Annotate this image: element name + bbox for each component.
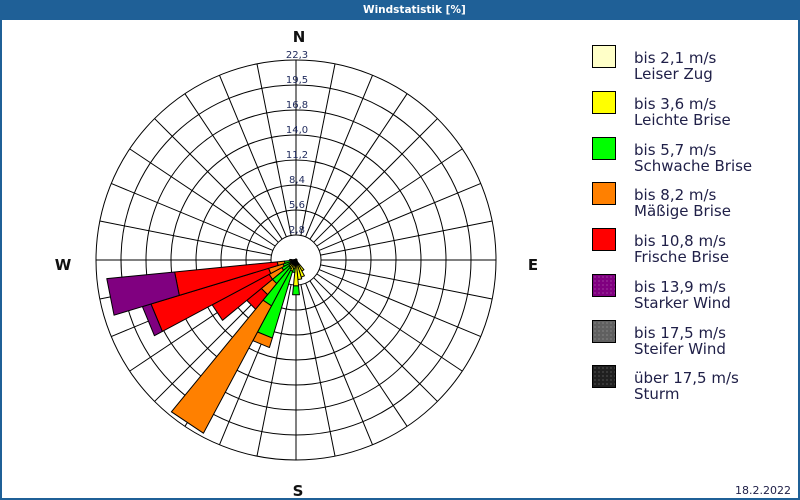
chart-title: Windstatistik [%]	[363, 4, 466, 16]
legend-swatch	[592, 90, 616, 114]
compass-labels: N E S W	[55, 28, 538, 500]
legend-range: bis 2,1 m/s	[634, 49, 717, 67]
polar-grid	[95, 59, 497, 461]
grid-spoke	[218, 75, 287, 238]
grid-spoke	[305, 282, 374, 445]
petal	[106, 259, 297, 316]
legend-range: bis 17,5 m/s	[634, 323, 726, 342]
legend-item-leiser-zug: bis 2,1 m/s Leiser Zug	[592, 45, 782, 91]
legend-swatch	[592, 45, 616, 68]
legend-label: Steifer Wind	[634, 339, 726, 358]
grid-spoke	[154, 118, 279, 243]
compass-south: S	[293, 482, 304, 500]
legend-swatch	[592, 319, 616, 343]
legend-label: Leiser Zug	[634, 65, 713, 83]
petal	[170, 259, 297, 434]
grid-spoke	[320, 220, 493, 256]
grid-spoke	[309, 280, 408, 427]
legend: bis 2,1 m/s Leiser Zug bis 3,6 m/s Leich…	[592, 45, 782, 411]
grid-spoke	[318, 182, 481, 251]
legend-range: bis 3,6 m/s	[634, 94, 717, 113]
legend-item-sturm: über 17,5 m/s Sturm	[592, 365, 782, 411]
grid-spoke	[300, 284, 336, 457]
legend-item-steifer-wind: bis 17,5 m/s Steifer Wind	[592, 319, 782, 366]
petal-segment	[170, 299, 272, 434]
petal	[292, 259, 300, 296]
legend-label: Leichte Brise	[634, 110, 731, 129]
legend-label: Schwache Brise	[634, 156, 753, 175]
grid-spoke	[305, 75, 374, 238]
wind-petals	[106, 258, 305, 434]
grid-spoke	[320, 264, 493, 300]
legend-swatch	[592, 136, 616, 160]
petal-segment	[106, 271, 180, 316]
compass-west: W	[55, 256, 72, 274]
legend-range: bis 10,8 m/s	[634, 232, 726, 250]
ring-label: 11,2	[286, 150, 308, 161]
legend-swatch	[592, 228, 616, 251]
legend-range: über 17,5 m/s	[634, 369, 739, 388]
legend-swatch	[592, 182, 616, 206]
legend-label: Frische Brise	[634, 248, 730, 266]
petal-segment	[292, 285, 300, 296]
ring-label: 19,5	[286, 75, 308, 86]
legend-label: Sturm	[634, 385, 680, 404]
legend-item-schwache-brise: bis 5,7 m/s Schwache Brise	[592, 136, 782, 183]
legend-range: bis 13,9 m/s	[634, 277, 726, 296]
ring-label: 8,4	[289, 175, 305, 186]
compass-north: N	[293, 28, 306, 46]
grid-spoke	[318, 269, 481, 338]
grid-spoke	[111, 182, 274, 251]
ring-label: 22,3	[286, 50, 308, 61]
grid-spoke	[256, 284, 292, 457]
grid-spoke	[313, 277, 438, 402]
grid-spoke	[309, 93, 408, 240]
ring-labels: 2,8 5,6 8,4 11,2 14,0 16,8 19,5 22,3	[286, 50, 308, 236]
legend-range: bis 8,2 m/s	[634, 186, 717, 205]
grid-spoke	[316, 148, 463, 247]
ring-label: 14,0	[286, 125, 308, 136]
legend-item-frische-brise: bis 10,8 m/s Frische Brise	[592, 228, 782, 274]
grid-spoke	[300, 63, 336, 236]
legend-item-starker-wind: bis 13,9 m/s Starker Wind	[592, 273, 782, 320]
ring-label: 16,8	[286, 100, 308, 111]
grid-spoke	[129, 148, 276, 247]
date-stamp: 18.2.2022	[735, 484, 791, 497]
grid-spoke	[256, 63, 292, 236]
title-bar: Windstatistik [%]	[2, 0, 800, 20]
legend-swatch	[592, 365, 616, 389]
legend-range: bis 5,7 m/s	[634, 140, 717, 159]
grid-spoke	[316, 273, 463, 372]
legend-label: Starker Wind	[634, 293, 731, 312]
legend-label: Mäßige Brise	[634, 202, 731, 221]
legend-item-leichte-brise: bis 3,6 m/s Leichte Brise	[592, 90, 782, 137]
petal-segment	[289, 258, 293, 262]
compass-east: E	[528, 256, 538, 274]
grid-spoke	[99, 220, 272, 256]
legend-swatch	[592, 273, 616, 297]
grid-spoke	[184, 93, 283, 240]
legend-item-maessige-brise: bis 8,2 m/s Mäßige Brise	[592, 182, 782, 228]
ring-label: 5,6	[289, 200, 305, 211]
ring-label: 2,8	[289, 225, 305, 236]
grid-spoke	[313, 118, 438, 243]
